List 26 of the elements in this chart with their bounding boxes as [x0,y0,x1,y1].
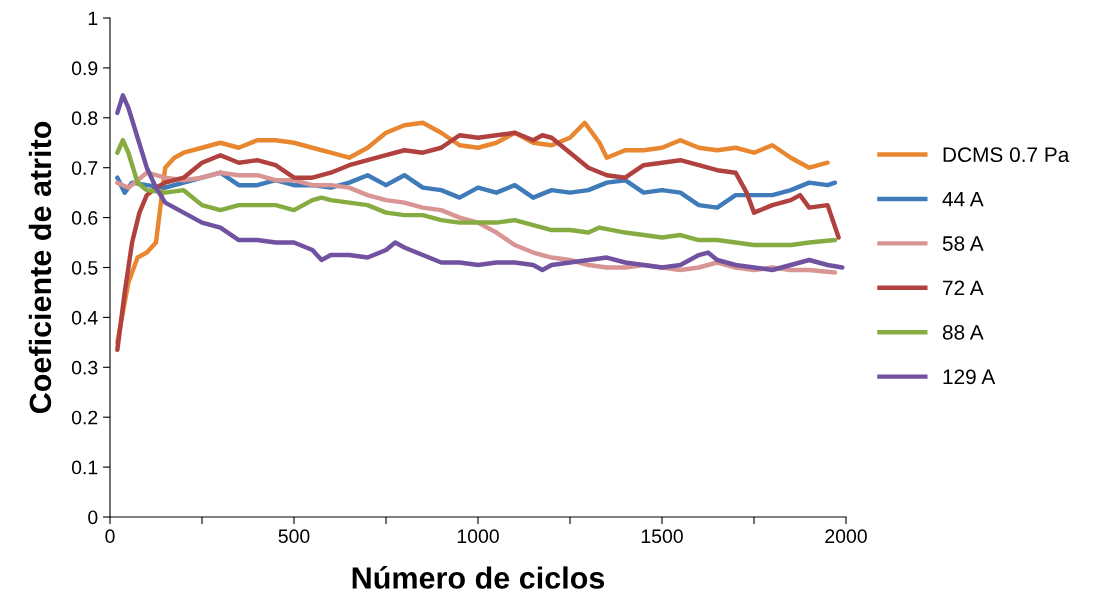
x-tick-label: 1000 [457,529,499,544]
legend-label: DCMS 0.7 Pa [943,147,1070,163]
legend-label: 72 A [943,280,984,296]
y-tick-label: 0.9 [71,61,98,76]
legend-label: 44 A [942,191,984,207]
y-tick-label: 0.1 [71,460,98,475]
y-tick-label: 0.6 [71,211,98,225]
y-tick-label: 0.7 [71,161,98,175]
y-tick-label: 0.3 [71,360,98,375]
y-tick-label: 0.8 [71,111,98,126]
legend-label: 58 A [942,236,984,251]
y-tick-label: 0.5 [71,260,98,275]
x-tick-label: 2000 [825,529,867,544]
y-tick-label: 1 [88,11,98,26]
x-tick-label: 0 [105,529,115,544]
line-series [115,93,845,273]
x-axis-title: Número de ciclos [352,566,605,589]
line-series [115,138,838,248]
legend-label: 129 A [943,369,996,385]
x-tick-label: 1500 [641,529,683,544]
x-tick-label: 500 [278,529,310,544]
y-tick-label: 0.4 [71,310,98,325]
y-tick-label: 0 [88,510,98,525]
y-tick-label: 0.2 [71,410,98,425]
legend-label: 88 A [942,324,984,340]
y-axis-title: Coeficiente de atrito [28,121,52,414]
